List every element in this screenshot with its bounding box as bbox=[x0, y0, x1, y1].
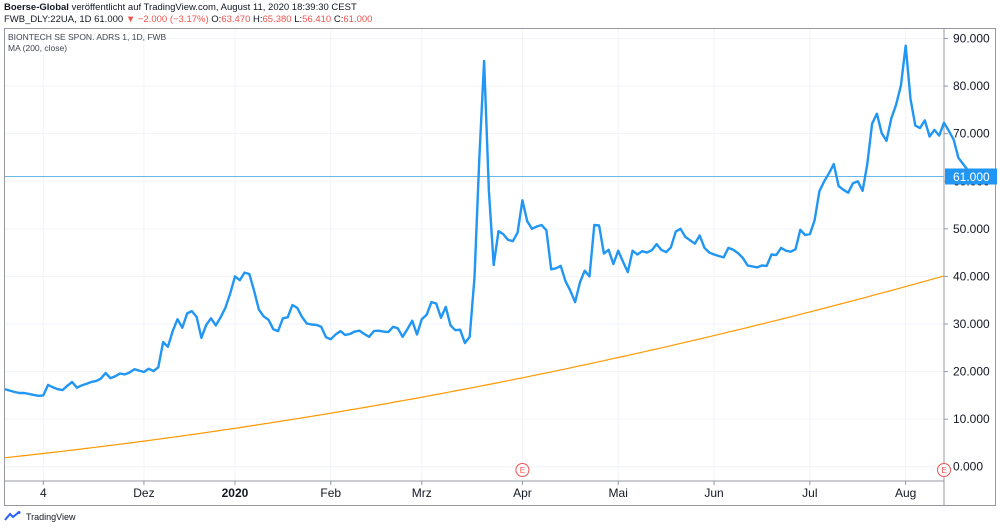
last-price: 61.000 bbox=[94, 14, 124, 25]
chart-frame bbox=[4, 28, 996, 506]
x-tick-label: Dez bbox=[133, 486, 154, 500]
series-legend: BIONTECH SE SPON. ADRS 1, 1D, FWB bbox=[8, 32, 167, 42]
y-tick-label: 10.000 bbox=[953, 412, 990, 426]
earnings-event-label: E bbox=[941, 466, 946, 475]
ma-legend: MA (200, close) bbox=[8, 43, 68, 53]
y-tick-label: 70.000 bbox=[953, 127, 990, 141]
ma-line bbox=[4, 275, 945, 459]
last-price-label: 61.000 bbox=[953, 170, 990, 184]
x-tick-label: 4 bbox=[40, 486, 47, 500]
ohlc-line: FWB_DLY:22UA, 1D 61.000 ▼ −2.000 (−3.17%… bbox=[4, 14, 373, 25]
y-tick-label: 50.000 bbox=[953, 222, 990, 236]
footer-branding[interactable]: TradingView bbox=[4, 511, 76, 522]
x-tick-label: Mrz bbox=[412, 486, 432, 500]
y-tick-label: 90.000 bbox=[953, 32, 990, 46]
down-arrow-icon: ▼ bbox=[125, 14, 136, 25]
x-tick-label: Jun bbox=[704, 486, 723, 500]
price-line bbox=[4, 44, 974, 397]
x-tick-label: Mai bbox=[609, 486, 628, 500]
brand-label: TradingView bbox=[26, 511, 76, 522]
low-value: 56.410 bbox=[302, 14, 332, 25]
publish-info: Boerse-Global veröffentlicht auf Trading… bbox=[4, 2, 357, 13]
earnings-event-label: E bbox=[520, 466, 525, 475]
earnings-event-icon bbox=[937, 463, 951, 477]
price-change: −2.000 (−3.17%) bbox=[137, 14, 209, 25]
close-value: 61.000 bbox=[343, 14, 373, 25]
y-tick-label: 80.000 bbox=[953, 79, 990, 93]
x-tick-label: Aug bbox=[895, 486, 916, 500]
x-tick-label: Apr bbox=[513, 486, 532, 500]
y-tick-label: 40.000 bbox=[953, 269, 990, 283]
y-tick-label: 30.000 bbox=[953, 317, 990, 331]
tradingview-logo-icon bbox=[4, 511, 21, 521]
y-tick-label: 0.000 bbox=[953, 460, 983, 474]
high-value: 65.380 bbox=[262, 14, 292, 25]
symbol-label: FWB_DLY:22UA, 1D bbox=[4, 14, 92, 25]
x-tick-label: Feb bbox=[320, 486, 341, 500]
y-tick-label: 20.000 bbox=[953, 365, 990, 379]
open-value: 63.470 bbox=[221, 14, 251, 25]
earnings-event-icon bbox=[515, 463, 530, 477]
x-tick-label: Jul bbox=[802, 486, 817, 500]
x-tick-label: 2020 bbox=[222, 486, 249, 500]
last-price-label-bg bbox=[945, 168, 997, 185]
